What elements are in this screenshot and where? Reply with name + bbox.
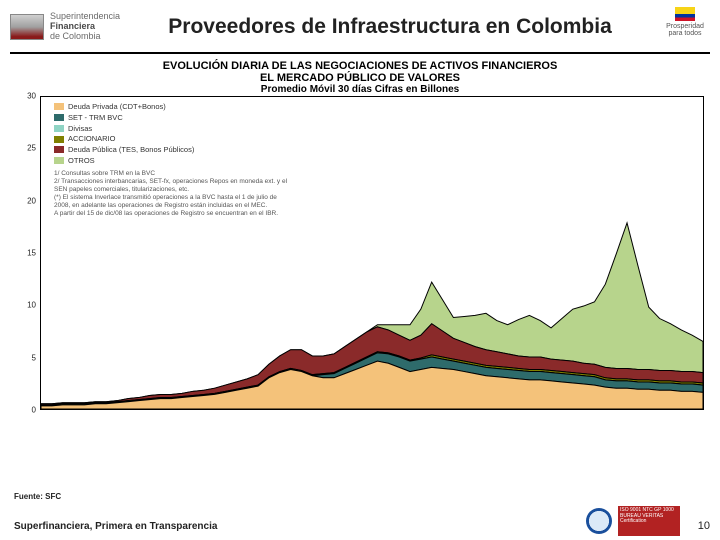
legend-swatch	[54, 125, 64, 132]
legend-swatch	[54, 103, 64, 110]
legend-label: Deuda Pública (TES, Bonos Públicos)	[68, 145, 194, 155]
chart: EVOLUCIÓN DIARIA DE LAS NEGOCIACIONES DE…	[12, 60, 708, 460]
legend-item: SET - TRM BVC	[54, 113, 294, 123]
y-tick-label: 20	[27, 196, 36, 205]
y-tick-label: 25	[27, 144, 36, 153]
legend-item: OTROS	[54, 156, 294, 166]
header-rule	[10, 52, 710, 54]
footer: Fuente: SFC Superfinanciera, Primera en …	[0, 490, 720, 540]
chart-title-1: EVOLUCIÓN DIARIA DE LAS NEGOCIACIONES DE…	[12, 60, 708, 72]
legend-label: SET - TRM BVC	[68, 113, 123, 123]
legend-label: Divisas	[68, 124, 92, 134]
y-tick-label: 30	[27, 92, 36, 101]
legend-swatch	[54, 146, 64, 153]
page-number: 10	[698, 520, 710, 532]
legend-notes: 1/ Consultas sobre TRM en la BVC2/ Trans…	[54, 170, 294, 219]
page-title: Proveedores de Infraestructura en Colomb…	[120, 16, 660, 38]
prosperidad-logo: Prosperidad para todos	[660, 7, 710, 47]
y-tick-label: 5	[32, 353, 36, 362]
source-label: Fuente: SFC	[14, 492, 61, 501]
prosperidad-text: Prosperidad para todos	[660, 23, 710, 37]
legend-item: Divisas	[54, 124, 294, 134]
legend-item: Deuda Pública (TES, Bonos Públicos)	[54, 145, 294, 155]
org-line3: de Colombia	[50, 32, 120, 42]
legend-swatch	[54, 114, 64, 121]
cert-box: ISO 9001 NTC GP 1000 BUREAU VERITAS Cert…	[618, 506, 680, 536]
legend-label: OTROS	[68, 156, 95, 166]
legend-item: ACCIONARIO	[54, 134, 294, 144]
y-tick-label: 15	[27, 249, 36, 258]
certifications: ISO 9001 NTC GP 1000 BUREAU VERITAS Cert…	[586, 506, 680, 536]
org-logo: Superintendencia Financiera de Colombia	[10, 12, 120, 42]
colombia-flag-icon	[675, 7, 695, 21]
org-logo-text: Superintendencia Financiera de Colombia	[50, 12, 120, 42]
header: Superintendencia Financiera de Colombia …	[0, 0, 720, 50]
org-logo-mark	[10, 14, 44, 40]
tagline: Superfinanciera, Primera en Transparenci…	[14, 521, 217, 532]
y-axis: 051015202530	[12, 96, 38, 410]
chart-title-3: Promedio Móvil 30 días Cifras en Billone…	[12, 84, 708, 95]
chart-title-2: EL MERCADO PÚBLICO DE VALORES	[12, 72, 708, 84]
y-tick-label: 10	[27, 301, 36, 310]
x-axis: Feb-97May-97Ago-97Nov-97Feb-98May-98Ago-…	[40, 412, 704, 460]
cert-badge-icon	[586, 508, 612, 534]
legend-item: Deuda Privada (CDT+Bonos)	[54, 102, 294, 112]
y-tick-label: 0	[32, 406, 36, 415]
legend-label: Deuda Privada (CDT+Bonos)	[68, 102, 166, 112]
legend-label: ACCIONARIO	[68, 134, 116, 144]
legend-swatch	[54, 136, 64, 143]
legend: Deuda Privada (CDT+Bonos)SET - TRM BVCDi…	[54, 102, 294, 218]
legend-swatch	[54, 157, 64, 164]
